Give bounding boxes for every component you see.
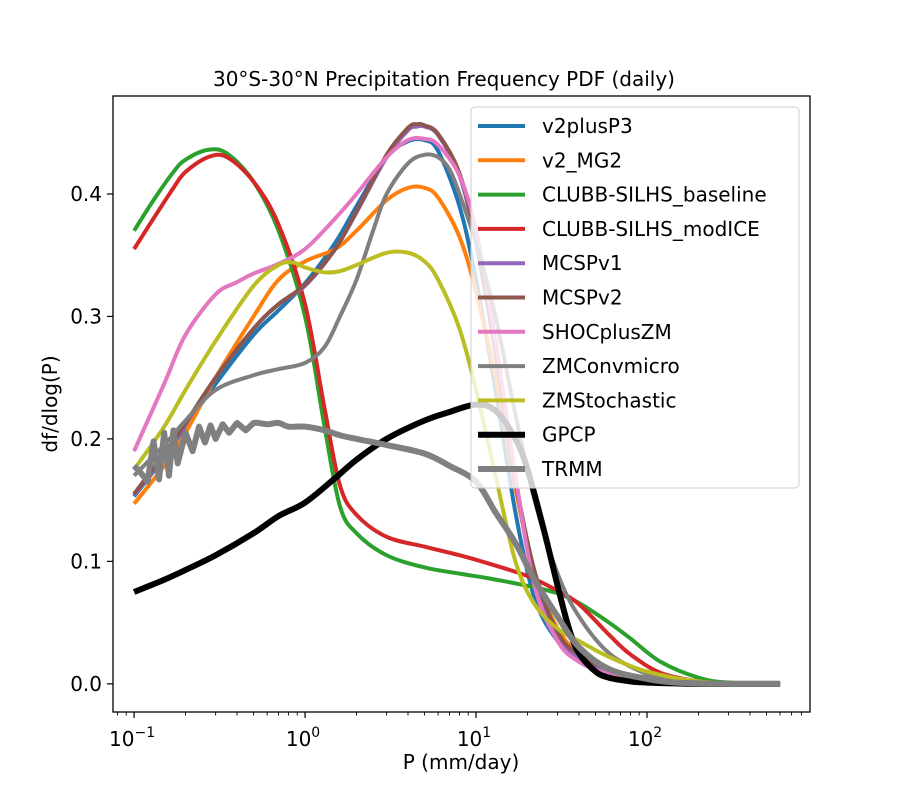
series-line-zmconvmicro bbox=[132, 152, 781, 687]
legend-label: v2_MG2 bbox=[542, 148, 622, 172]
legend-item-mcspv1[interactable]: MCSPv1 bbox=[478, 251, 623, 275]
x-tick-label: 100 bbox=[286, 725, 320, 751]
series-line-shocpluszm bbox=[132, 136, 781, 686]
y-tick-label: 0.2 bbox=[70, 427, 102, 451]
legend-box bbox=[470, 106, 800, 489]
chart-title: 30°S-30°N Precipitation Frequency PDF (d… bbox=[213, 67, 675, 91]
y-tick-label: 0.0 bbox=[70, 672, 102, 696]
legend-item-zmstochastic[interactable]: ZMStochastic bbox=[478, 388, 676, 412]
legend: v2plusP3 v2_MG2 CLUBB-SILHS_baseline CLUBB-… bbox=[470, 106, 800, 489]
legend-label: v2plusP3 bbox=[542, 114, 633, 138]
legend-item-shocpluszm[interactable]: SHOCplusZM bbox=[478, 320, 672, 344]
legend-item-zmconvmicro[interactable]: ZMConvmicro bbox=[478, 354, 680, 378]
x-tick-label: 101 bbox=[457, 725, 491, 751]
axes-frame bbox=[112, 95, 811, 713]
legend-label: SHOCplusZM bbox=[542, 320, 672, 344]
x-axis: 10−1 100 101 102 bbox=[109, 712, 802, 751]
series-layer bbox=[131, 121, 781, 687]
legend-label: MCSPv2 bbox=[542, 286, 623, 310]
legend-item-clubb-silhs-baseline[interactable]: CLUBB-SILHS_baseline bbox=[478, 183, 767, 207]
legend-item-gpcp[interactable]: GPCP bbox=[478, 423, 596, 447]
y-tick-label: 0.4 bbox=[70, 182, 102, 206]
legend-items: v2plusP3 v2_MG2 CLUBB-SILHS_baseline CLUBB-… bbox=[478, 114, 767, 481]
series-line-clubb-silhs-baseline bbox=[132, 147, 781, 686]
legend-item-v2plusp3[interactable]: v2plusP3 bbox=[478, 114, 633, 138]
legend-item-mcspv2[interactable]: MCSPv2 bbox=[478, 286, 623, 310]
y-tick-label: 0.3 bbox=[70, 304, 102, 328]
legend-item-trmm[interactable]: TRMM bbox=[478, 457, 603, 481]
series-line-zmstochastic bbox=[132, 249, 781, 687]
legend-label: MCSPv1 bbox=[542, 251, 623, 275]
y-axis-label: df/dlog(P) bbox=[38, 355, 62, 452]
legend-item-clubb-silhs-modice[interactable]: CLUBB-SILHS_modICE bbox=[478, 217, 760, 241]
legend-item-v2-mg2[interactable]: v2_MG2 bbox=[478, 148, 622, 172]
legend-label: CLUBB-SILHS_modICE bbox=[542, 217, 760, 241]
x-tick-label: 10−1 bbox=[109, 725, 155, 751]
legend-label: GPCP bbox=[542, 423, 596, 447]
series-line-trmm bbox=[131, 419, 781, 687]
series-line-clubb-silhs-modice bbox=[132, 152, 781, 687]
x-axis-label: P (mm/day) bbox=[403, 750, 520, 774]
legend-label: ZMStochastic bbox=[542, 388, 676, 412]
legend-label: ZMConvmicro bbox=[542, 354, 680, 378]
x-tick-label: 102 bbox=[628, 725, 662, 751]
y-tick-label: 0.1 bbox=[70, 549, 102, 573]
legend-label: CLUBB-SILHS_baseline bbox=[542, 183, 767, 207]
legend-label: TRMM bbox=[541, 457, 603, 481]
y-axis: 0.0 0.1 0.2 0.3 0.4 bbox=[70, 182, 113, 696]
